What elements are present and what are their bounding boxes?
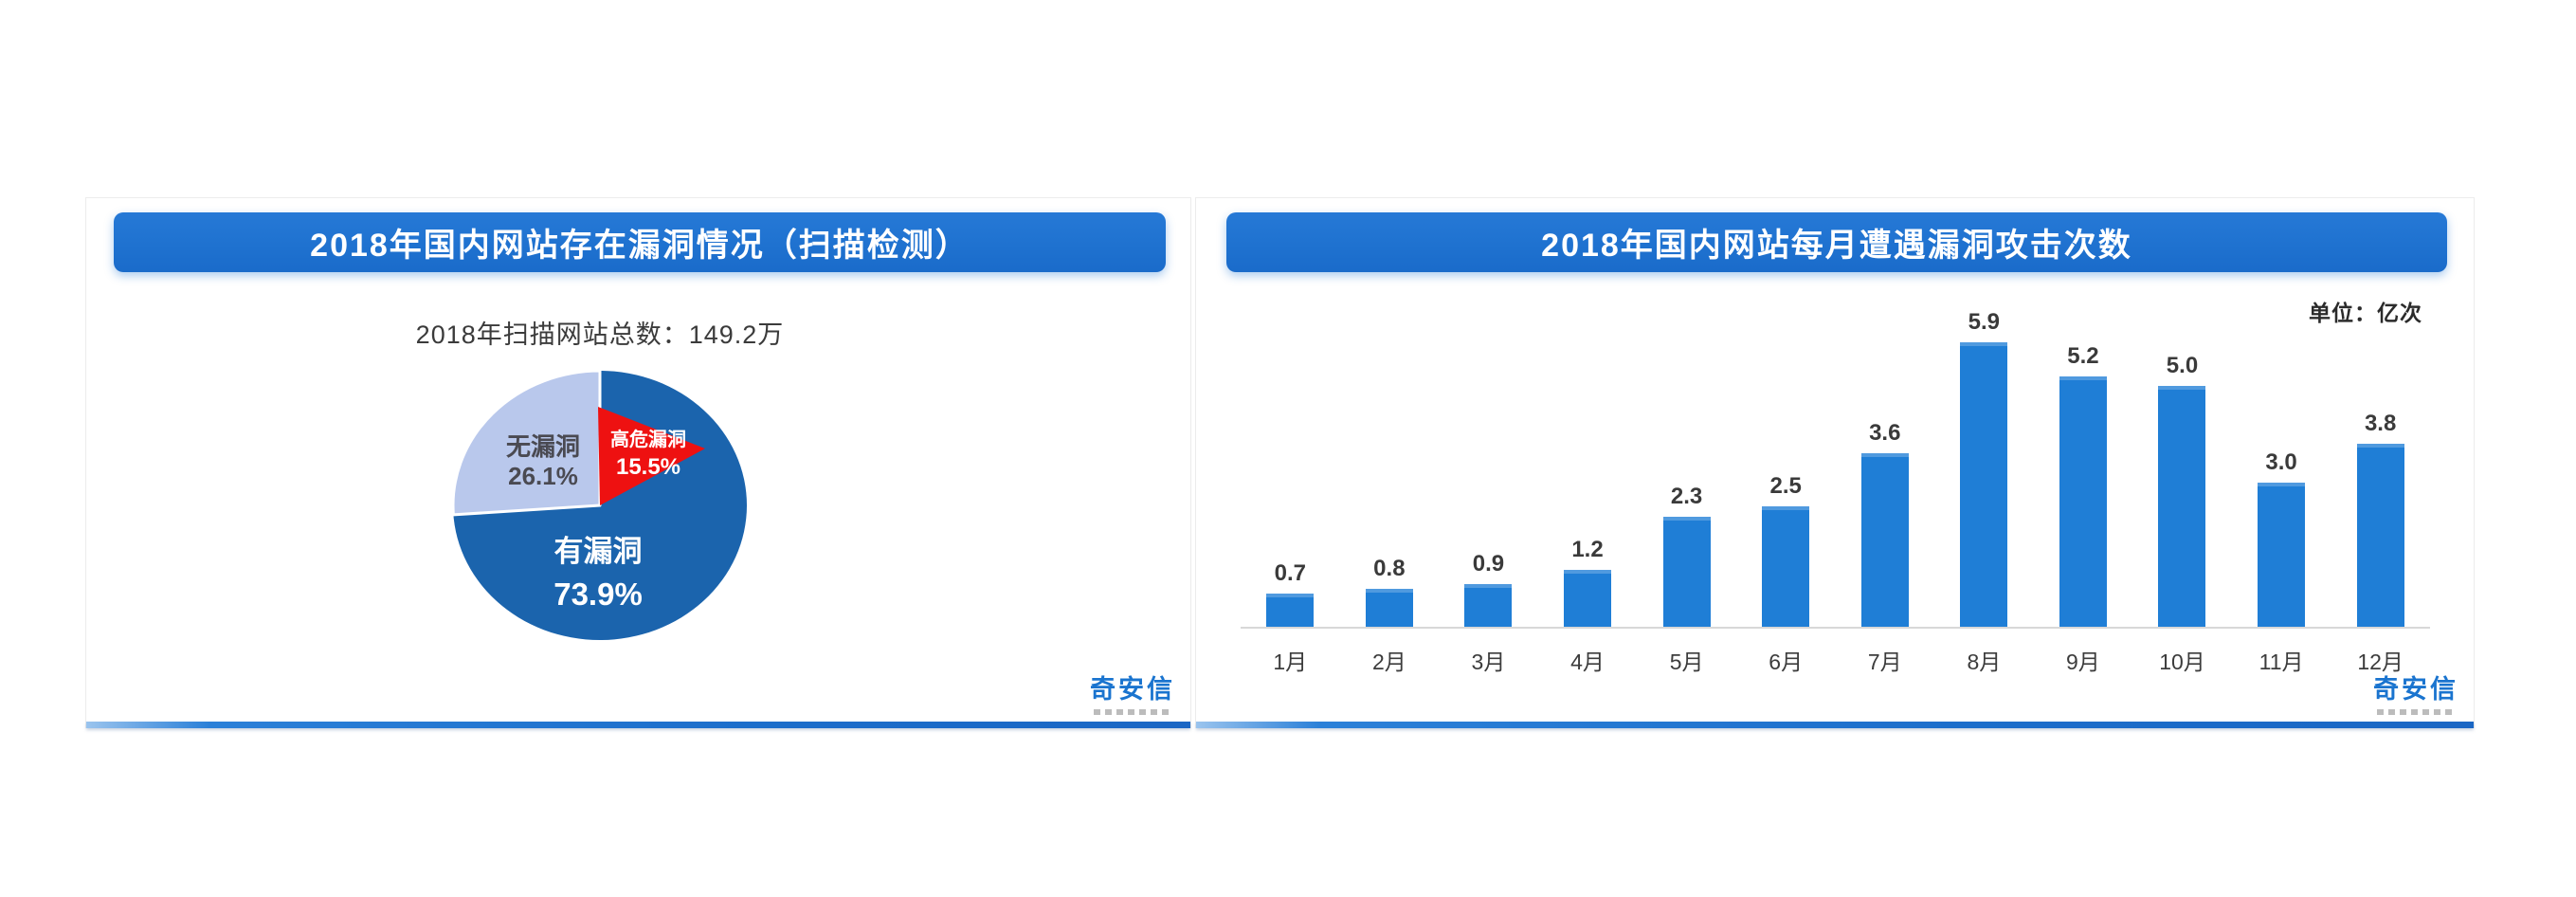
bar: [1662, 517, 1711, 628]
pie-slice-no-vuln: [451, 369, 602, 517]
bar-value-label: 3.8: [2364, 411, 2397, 436]
bar: [1365, 589, 1413, 628]
qianxin-logo: 奇安信: [1090, 668, 1175, 715]
bar-value-label: 0.8: [1373, 556, 1406, 581]
bar-value-label: 0.7: [1274, 560, 1306, 586]
bar-value-label: 2.3: [1670, 484, 1703, 509]
bar: [1762, 506, 1810, 628]
left-panel-title: 2018年国内网站存在漏洞情况（扫描检测）: [310, 228, 970, 264]
pie-label-high-risk-name: 高危漏洞: [610, 430, 686, 450]
bar-slot: 5.9: [1934, 309, 2034, 628]
bar: [1860, 453, 1909, 628]
right-panel-title-bar: 2018年国内网站每月遭遇漏洞攻击次数: [1226, 212, 2447, 272]
qianxin-logo-subtext-decoration: [1093, 709, 1172, 715]
bar-value-label: 0.9: [1472, 551, 1505, 577]
pie-slice-high-risk: [598, 407, 705, 505]
pie-label-no-vuln-pct: 26.1%: [508, 462, 578, 490]
qianxin-logo-subtext-decoration: [2376, 709, 2456, 715]
pie-chart: 无漏洞 26.1% 高危漏洞 15.5% 有漏洞 73.9%: [448, 363, 752, 648]
bar: [1960, 342, 2008, 628]
pie-label-no-vuln-name: 无漏洞: [505, 432, 581, 461]
bar-slot: 3.0: [2232, 449, 2331, 628]
panel-monthly-attacks-bar: 2018年国内网站每月遭遇漏洞攻击次数 单位：亿次 0.7 0.8 0.9 1.2 2.…: [1195, 197, 2475, 728]
pie-annotation-total-scanned: 2018年扫描网站总数：149.2万: [415, 320, 785, 349]
bar-slot: 5.0: [2132, 353, 2232, 628]
bottom-accent-line: [1196, 722, 2474, 728]
qianxin-logo: 奇安信: [2373, 668, 2458, 715]
pie-label-has-vuln-pct: 73.9%: [553, 577, 643, 612]
x-tick-label: 4月: [1570, 650, 1605, 674]
bar: [2059, 376, 2107, 628]
x-tick-label: 8月: [1967, 650, 2002, 674]
bar: [2158, 386, 2206, 628]
x-tick-label: 6月: [1769, 650, 1804, 674]
x-tick-label: 12月: [2357, 650, 2404, 674]
bar: [1564, 570, 1612, 628]
bar-chart-unit-label: 单位：亿次: [2309, 301, 2422, 325]
bar-slot: 2.3: [1637, 484, 1736, 628]
x-tick-label: 1月: [1273, 650, 1308, 674]
bar: [1266, 594, 1315, 628]
qianxin-logo-text: 奇安信: [1090, 675, 1175, 704]
bar-value-label: 5.2: [2067, 343, 2099, 369]
bar-value-label: 2.5: [1769, 473, 1802, 499]
pie-label-has-vuln: 有漏洞 73.9%: [553, 531, 643, 616]
x-tick-label: 5月: [1669, 650, 1704, 674]
x-tick-label: 3月: [1471, 650, 1506, 674]
bar-slot: 3.6: [1835, 420, 1934, 628]
panel-vulnerability-pie: 2018年国内网站存在漏洞情况（扫描检测） 2018年扫描网站总数：149.2万…: [85, 197, 1191, 728]
bar-slot: 3.8: [2331, 411, 2430, 628]
x-tick-label: 9月: [2066, 650, 2100, 674]
x-tick-label: 10月: [2159, 650, 2205, 674]
pie-chart-svg: [451, 369, 747, 640]
bar-slot: 5.2: [2034, 343, 2133, 628]
qianxin-logo-text: 奇安信: [2373, 675, 2458, 704]
pie-label-no-vuln: 无漏洞 26.1%: [506, 432, 580, 491]
pie-label-high-risk-pct: 15.5%: [615, 454, 681, 480]
x-tick-label: 11月: [2259, 650, 2304, 674]
bar-slot: 2.5: [1736, 473, 1836, 628]
bar-value-label: 5.0: [2166, 353, 2199, 378]
bar: [2356, 444, 2404, 628]
x-axis-labels: 1月 2月 3月 4月 5月 6月 7月 8月 9月 10月 11月 12月: [1241, 644, 2430, 676]
bar-slot: 0.9: [1439, 551, 1538, 628]
bar-slot: 1.2: [1538, 537, 1638, 628]
bar: [2258, 483, 2306, 628]
pie-label-has-vuln-name: 有漏洞: [553, 535, 643, 568]
bar-slot: 0.7: [1241, 560, 1340, 628]
bar-value-label: 1.2: [1571, 537, 1604, 562]
x-axis-line: [1241, 627, 2430, 629]
bar-value-label: 5.9: [1968, 309, 2001, 335]
right-panel-title: 2018年国内网站每月遭遇漏洞攻击次数: [1541, 228, 2132, 264]
bottom-accent-line: [86, 722, 1190, 728]
bar-value-label: 3.0: [2265, 449, 2297, 475]
bar: [1464, 584, 1513, 628]
bar-slots: 0.7 0.8 0.9 1.2 2.3 2.5 3.6 5.9 5.2 5.0 3.0 3.8: [1241, 198, 2430, 628]
left-panel-title-bar: 2018年国内网站存在漏洞情况（扫描检测）: [114, 212, 1166, 272]
bar-value-label: 3.6: [1869, 420, 1901, 446]
x-tick-label: 2月: [1371, 650, 1406, 674]
x-tick-label: 7月: [1867, 650, 1902, 674]
bar-slot: 0.8: [1340, 556, 1440, 628]
pie-label-high-risk: 高危漏洞 15.5%: [610, 427, 686, 482]
